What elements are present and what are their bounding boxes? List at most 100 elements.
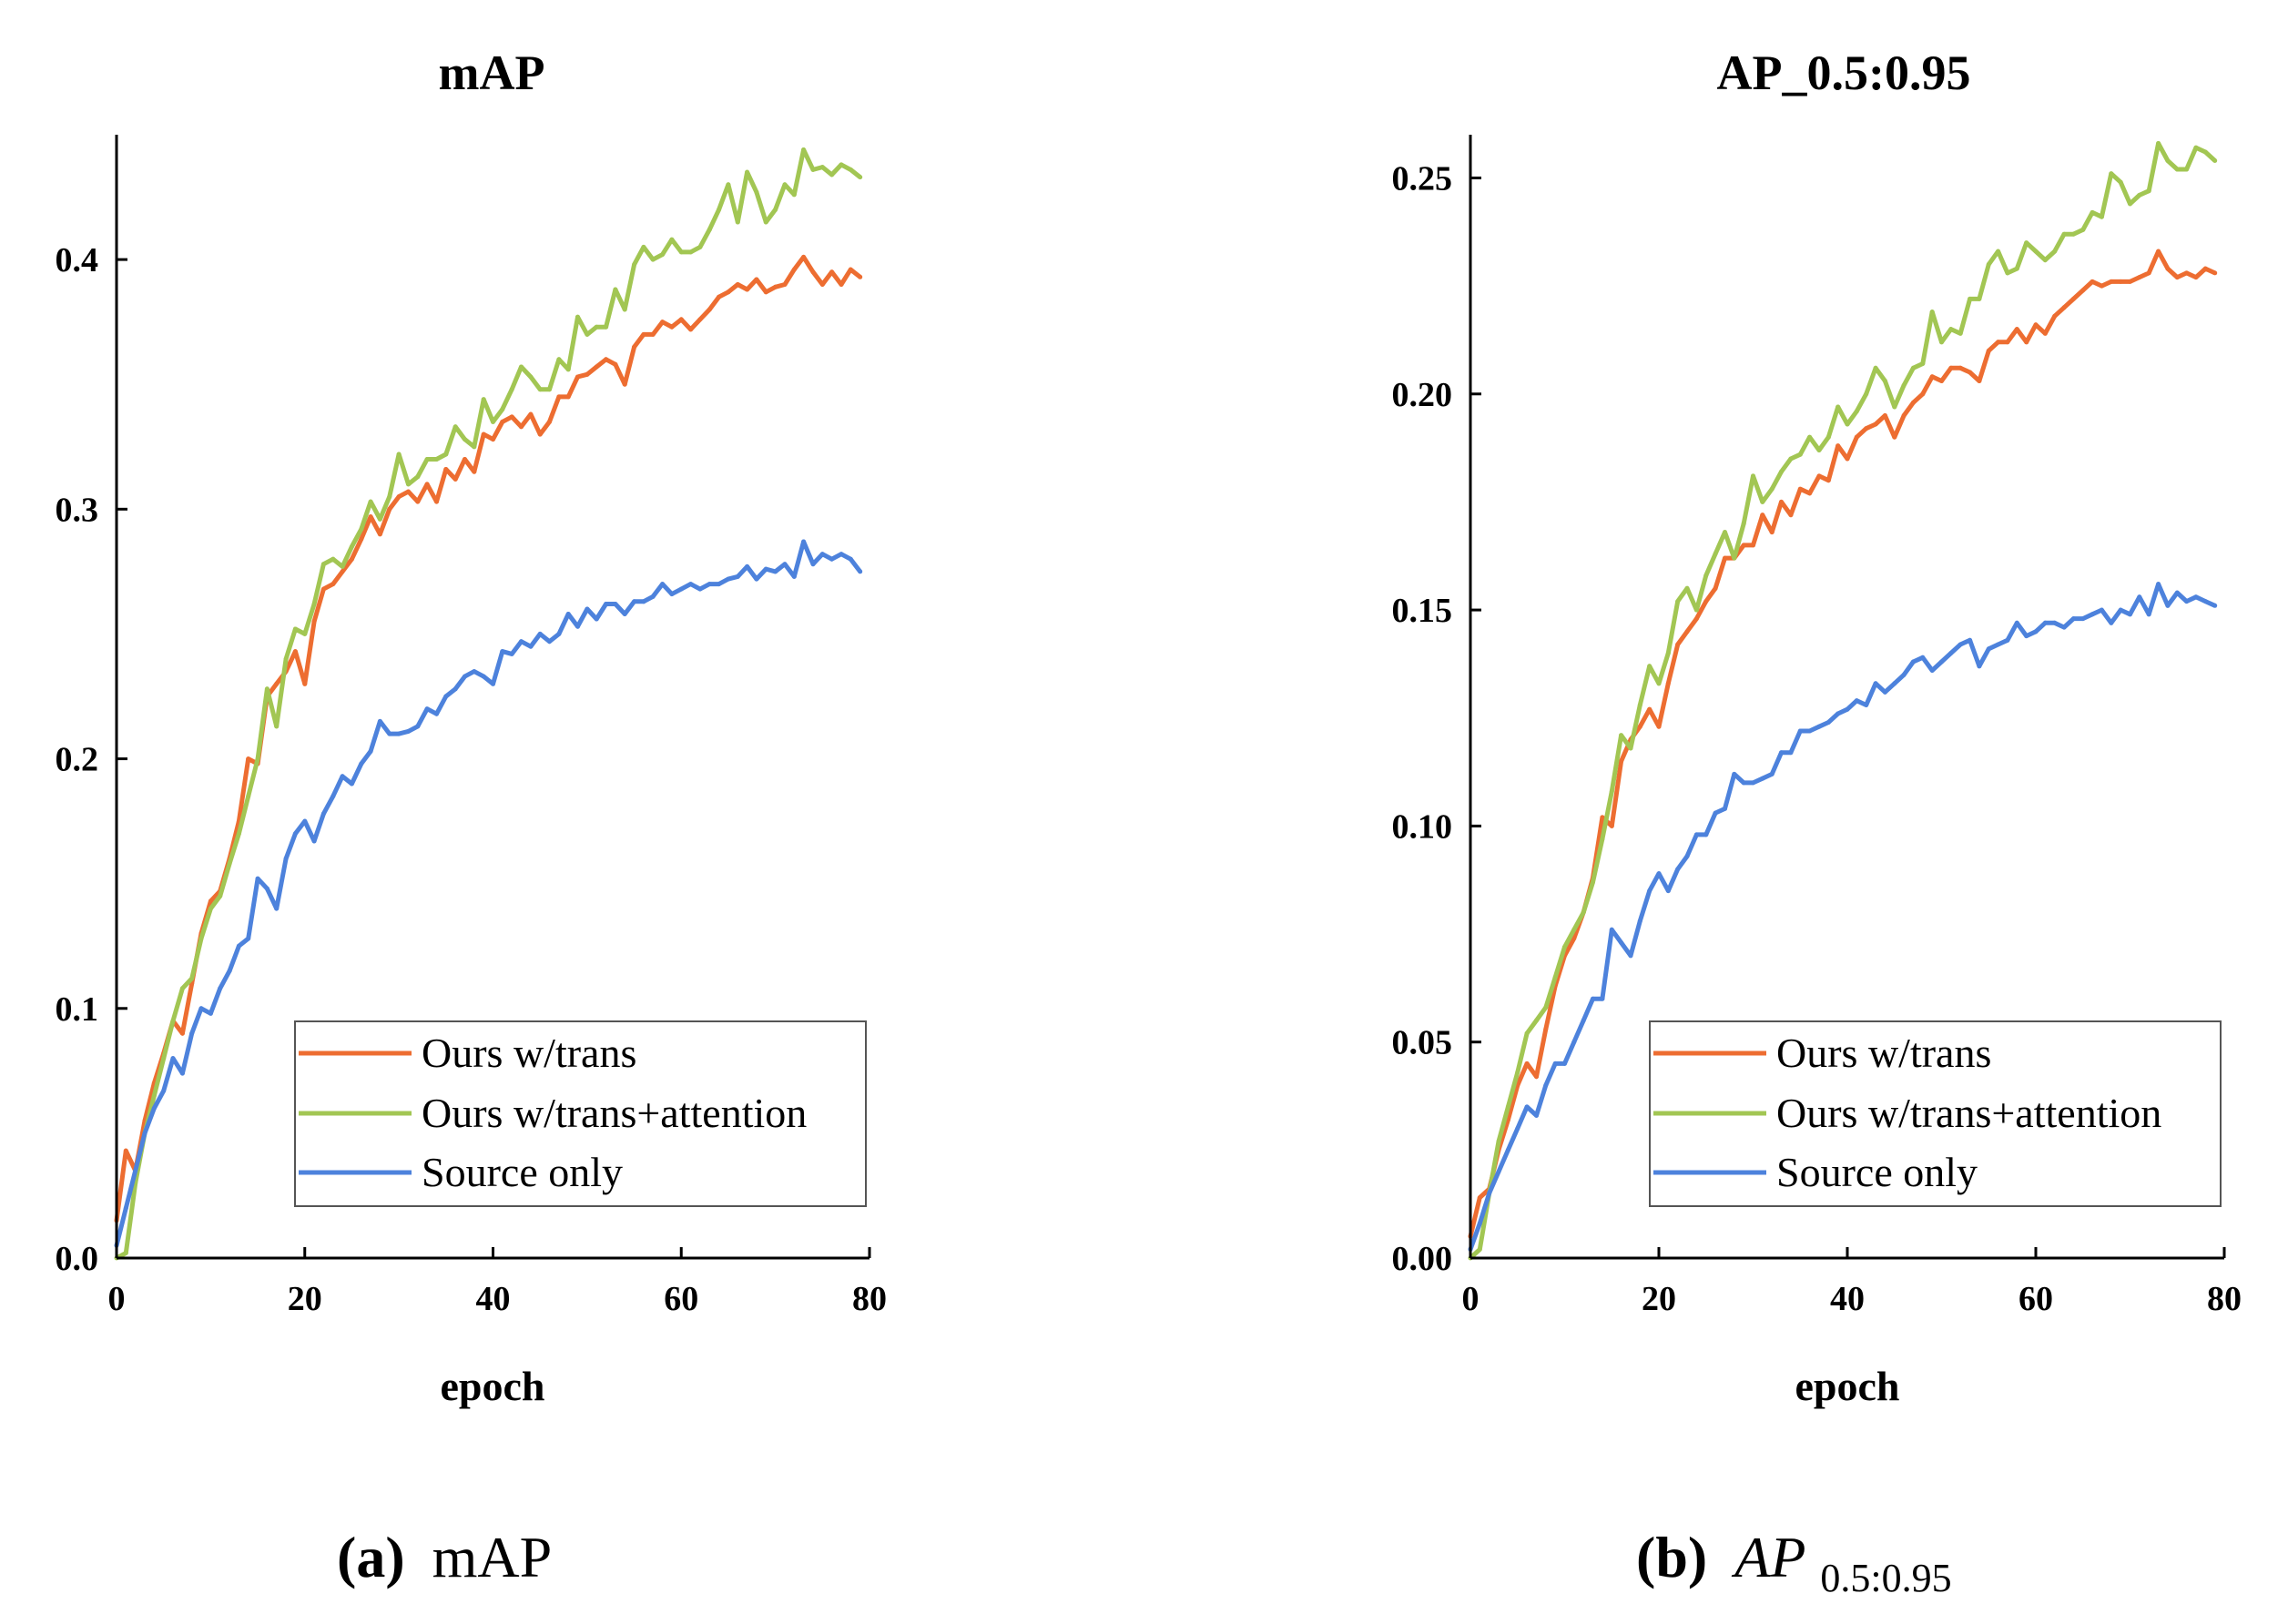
data-point <box>754 189 759 195</box>
data-point <box>2156 249 2161 254</box>
chart-title: AP_0.5:0.95 <box>1717 46 1971 100</box>
data-point <box>2005 270 2010 276</box>
data-point <box>1647 888 1652 894</box>
data-point <box>717 582 722 587</box>
data-point <box>1769 486 1774 492</box>
data-point <box>1948 327 1954 332</box>
data-point <box>1703 832 1709 837</box>
data-point <box>1713 810 1718 816</box>
data-point <box>585 371 590 377</box>
data-point <box>1628 953 1633 959</box>
data-point <box>189 976 195 981</box>
data-point <box>1835 404 1841 410</box>
data-point <box>1807 491 1813 496</box>
data-point <box>678 317 684 322</box>
data-point <box>227 969 232 974</box>
x-tick-label: 0 <box>1462 1280 1480 1318</box>
data-point <box>1873 421 1878 427</box>
data-point <box>537 387 543 392</box>
data-point <box>726 182 731 188</box>
data-point <box>2052 249 2058 254</box>
data-point <box>198 1006 204 1011</box>
data-point <box>292 649 298 655</box>
data-point <box>2193 145 2199 150</box>
data-point <box>707 582 712 587</box>
data-point <box>1807 434 1813 440</box>
data-point <box>1665 681 1671 686</box>
data-point <box>1675 642 1681 647</box>
data-point <box>208 906 213 911</box>
data-point <box>773 569 778 574</box>
y-tick-label: 0.15 <box>1392 592 1453 630</box>
data-point <box>123 1251 128 1255</box>
data-point <box>236 831 241 837</box>
data-point <box>255 756 260 762</box>
data-point <box>2118 607 2123 613</box>
data-point <box>829 172 835 178</box>
data-point <box>717 294 722 299</box>
data-point <box>472 444 477 450</box>
y-tick-label: 0.10 <box>1392 807 1453 846</box>
data-point <box>1723 806 1727 811</box>
data-point <box>519 639 524 645</box>
data-point <box>819 165 825 170</box>
data-point <box>463 437 467 442</box>
data-point <box>415 474 421 480</box>
data-point <box>1713 585 1718 591</box>
data-point <box>2128 612 2132 617</box>
data-point <box>368 499 373 504</box>
data-point <box>2202 599 2208 604</box>
data-point <box>227 861 232 867</box>
data-point <box>1552 975 1558 979</box>
data-point <box>1505 1147 1510 1152</box>
data-point <box>594 616 599 622</box>
data-point <box>1939 659 1944 665</box>
data-point <box>2128 201 2132 207</box>
data-point <box>283 656 289 662</box>
data-point <box>1958 642 1963 647</box>
data-point <box>1769 530 1774 535</box>
data-point <box>2165 603 2171 608</box>
data-point <box>547 639 552 645</box>
data-point <box>1684 585 1690 591</box>
data-point <box>1515 1126 1520 1132</box>
data-point <box>2137 594 2142 600</box>
data-point <box>547 387 552 392</box>
data-point <box>1760 513 1765 518</box>
data-point <box>1910 400 1916 405</box>
data-point <box>669 237 675 242</box>
x-axis-label: epoch <box>441 1363 545 1409</box>
data-point <box>697 586 703 592</box>
data-point <box>311 602 317 606</box>
data-point <box>2202 266 2208 271</box>
data-point <box>791 267 797 272</box>
data-point <box>1929 668 1935 673</box>
data-point <box>2080 288 2086 293</box>
data-point <box>1591 879 1595 885</box>
data-point <box>1628 746 1633 751</box>
data-point <box>2137 275 2142 280</box>
data-point <box>434 711 439 716</box>
data-point <box>1543 1082 1549 1088</box>
data-point <box>509 414 514 420</box>
data-point <box>1600 837 1605 842</box>
data-point <box>463 457 467 462</box>
data-point <box>320 811 326 817</box>
data-point <box>575 314 580 320</box>
data-point <box>406 489 411 494</box>
data-point <box>735 219 740 225</box>
data-point <box>1591 996 1595 1001</box>
data-point <box>2061 624 2067 630</box>
data-point <box>377 516 382 522</box>
data-point <box>2174 275 2180 280</box>
data-point <box>1854 409 1859 414</box>
caption-text: mAP <box>432 1525 553 1589</box>
data-point <box>2174 167 2180 172</box>
data-point <box>2128 279 2132 284</box>
data-point <box>274 681 280 686</box>
data-point <box>1477 1221 1482 1226</box>
data-point <box>463 674 467 679</box>
data-point <box>669 592 675 597</box>
data-point <box>509 387 514 392</box>
data-point <box>1788 750 1794 756</box>
